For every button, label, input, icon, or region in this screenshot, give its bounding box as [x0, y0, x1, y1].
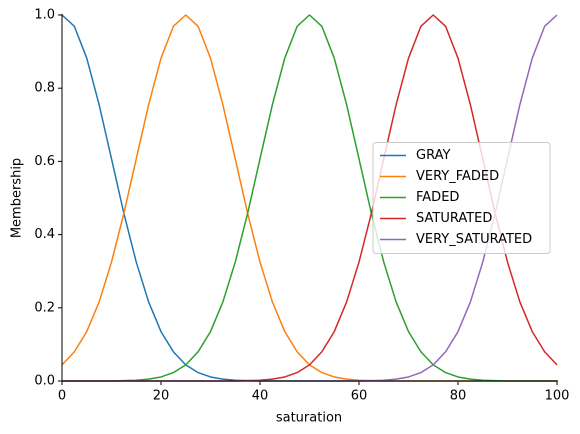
x-tick-label: 20 — [153, 389, 170, 404]
x-tick-label: 100 — [545, 389, 570, 404]
legend-label: VERY_FADED — [416, 169, 499, 184]
y-axis-label: Membership — [10, 158, 25, 238]
x-axis-label: saturation — [276, 411, 342, 426]
legend-label: FADED — [416, 190, 459, 205]
legend-label: GRAY — [416, 148, 450, 163]
series-line — [62, 14, 557, 382]
y-tick-label: 0.8 — [34, 81, 55, 96]
x-tick-label: 0 — [58, 389, 66, 404]
legend-label: SATURATED — [416, 211, 492, 226]
legend-box — [372, 142, 551, 254]
y-tick-label: 0.2 — [34, 300, 55, 315]
y-tick-label: 0.6 — [34, 154, 55, 169]
x-tick-label: 80 — [450, 389, 467, 404]
y-tick-label: 0.4 — [34, 227, 55, 242]
x-tick-label: 40 — [252, 389, 269, 404]
legend-label: VERY_SATURATED — [416, 232, 532, 247]
y-tick-label: 1.0 — [34, 8, 55, 23]
y-tick-label: 0.0 — [34, 374, 55, 389]
x-tick-label: 60 — [351, 389, 368, 404]
